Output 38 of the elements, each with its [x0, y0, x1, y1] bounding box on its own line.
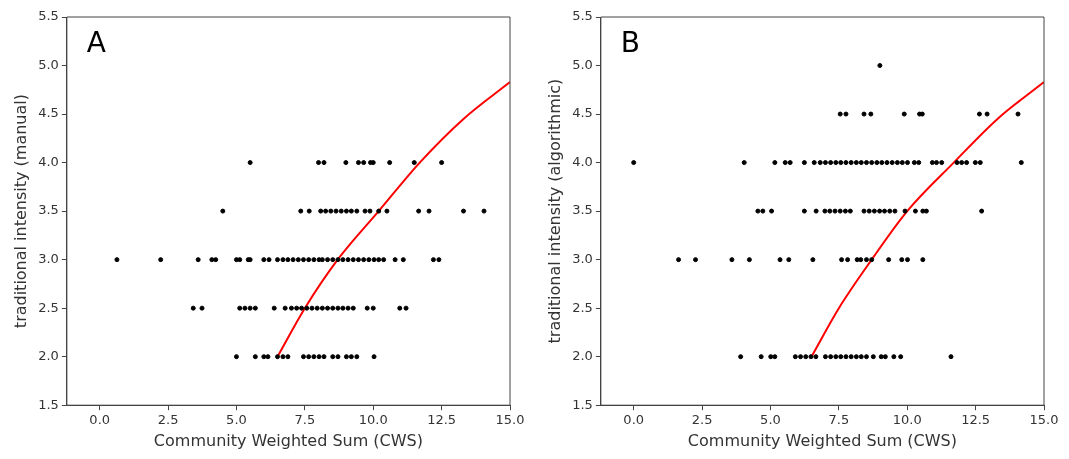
y-tick-label: 1.5: [572, 396, 593, 412]
x-tick-label: 10.0: [358, 412, 388, 428]
y-tick-label: 5.5: [38, 8, 59, 24]
y-tick-label: 4.5: [572, 105, 593, 121]
y-tick-label: 5.0: [38, 56, 59, 72]
x-tick-label: 10.0: [892, 412, 922, 428]
y-tick-label: 3.5: [572, 202, 593, 218]
x-tick-label: 15.0: [495, 412, 525, 428]
x-tick-label: 2.5: [157, 412, 179, 428]
y-tick-label: 4.0: [38, 153, 59, 169]
x-tick-label: 15.0: [1029, 412, 1059, 428]
x-tick-label: 5.0: [226, 412, 247, 428]
y-axis-title: traditional intensity (manual): [10, 94, 30, 329]
y-tick-label: 1.5: [38, 396, 59, 412]
y-tick-label: 4.5: [38, 105, 59, 121]
y-tick-label: 2.5: [38, 299, 59, 315]
y-tick-label: 5.0: [572, 56, 593, 72]
y-tick-label: 5.5: [572, 8, 593, 24]
x-tick-label: 5.0: [760, 412, 781, 428]
x-tick-label: 0.0: [89, 412, 111, 428]
x-tick-label: 12.5: [427, 412, 457, 428]
annotation: B: [620, 26, 641, 60]
x-axis-title: Community Weighted Sum (CWS): [153, 430, 423, 450]
y-tick-label: 2.0: [572, 348, 593, 364]
y-tick-label: 3.5: [38, 202, 59, 218]
x-tick-label: 0.0: [623, 412, 645, 428]
y-axis-title: traditional intensity (algorithmic): [544, 78, 564, 344]
y-tick-label: 2.5: [572, 299, 593, 315]
x-axis-title: Community Weighted Sum (CWS): [687, 430, 957, 450]
y-tick-label: 2.0: [38, 348, 59, 364]
x-tick-label: 12.5: [961, 412, 991, 428]
annotation: A: [86, 26, 107, 60]
y-tick-label: 4.0: [572, 153, 593, 169]
y-tick-label: 3.0: [38, 251, 59, 266]
x-tick-label: 2.5: [691, 412, 713, 428]
x-tick-label: 7.5: [828, 412, 850, 428]
y-tick-label: 3.0: [572, 251, 593, 266]
x-tick-label: 7.5: [294, 412, 316, 428]
